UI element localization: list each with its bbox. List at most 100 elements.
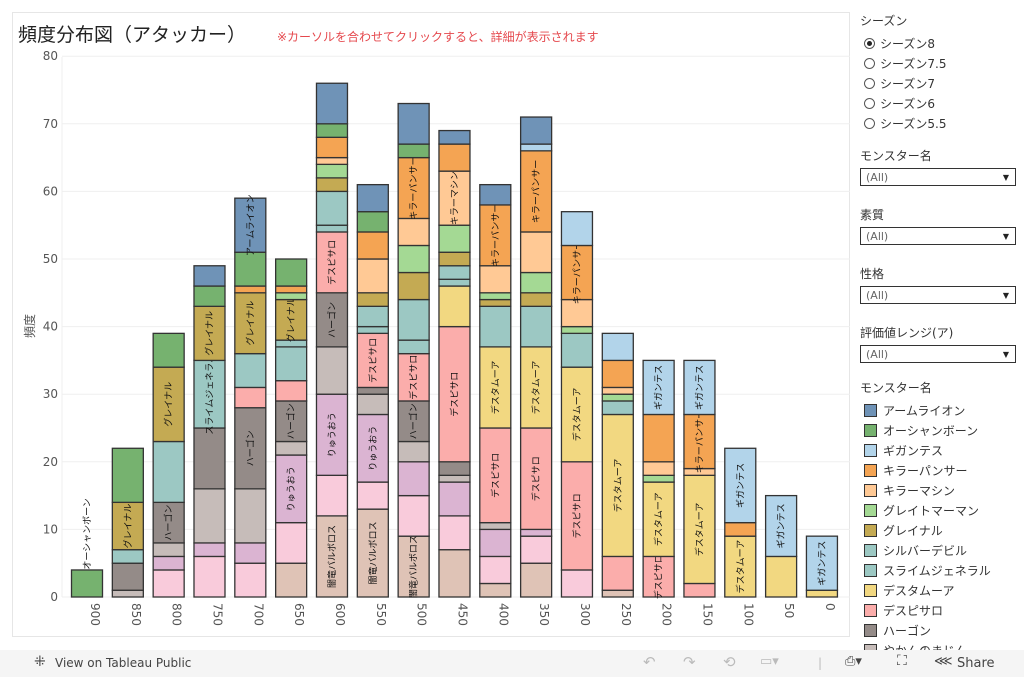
bar-600[interactable]: 闇竜バルボロス りゅうおう ハーゴン デスピサロ [315,82,349,598]
fullscreen-icon[interactable]: ⛶ [897,653,907,669]
legend-item[interactable]: デスタムーア [860,580,1016,600]
bar-segment[interactable] [519,427,553,531]
legend-item[interactable]: ハーゴン [860,620,1016,640]
bar-segment[interactable] [193,285,226,307]
bar-segment[interactable] [193,305,226,362]
bar-segment[interactable] [438,278,471,287]
bar-segment[interactable] [356,332,389,389]
bar-segment[interactable] [479,204,512,267]
bar-segment[interactable] [397,244,430,274]
bar-segment[interactable] [642,474,675,483]
bar-segment[interactable] [234,352,267,389]
bar-700[interactable]: ハーゴン グレイナル アームライオン [234,194,267,598]
bar-segment[interactable] [479,528,512,558]
bar-100[interactable]: デスタムーア ギガンテス [724,447,757,598]
season-option[interactable]: シーズン7 [860,73,1016,93]
bar-segment[interactable] [356,305,389,328]
bar-segment[interactable] [601,332,634,362]
bar-segment[interactable] [70,569,104,598]
share-icon[interactable]: ⋘ [934,654,953,669]
bar-segment[interactable] [438,481,471,517]
bar-segment[interactable] [274,562,308,598]
bar-segment[interactable] [234,488,267,544]
bar-900[interactable]: オーシャンボーン [70,498,104,598]
bar-segment[interactable] [234,251,267,287]
bar-segment[interactable] [315,393,349,476]
bar-segment[interactable] [397,298,430,341]
bar-segment[interactable] [152,440,185,504]
bar-450[interactable]: デスピサロ キラーマシン [438,129,471,598]
bar-segment[interactable] [519,562,553,598]
bar-segment[interactable] [438,474,471,483]
legend-item[interactable]: グレイトマーマン [860,500,1016,520]
bar-segment[interactable] [193,359,226,429]
bar-segment[interactable] [234,542,267,564]
bar-segment[interactable] [560,211,594,247]
bar-segment[interactable] [111,549,144,564]
bar-segment[interactable] [111,447,144,504]
legend-item[interactable]: アームライオン [860,400,1016,420]
bar-segment[interactable] [356,508,389,598]
bar-segment[interactable] [397,400,430,443]
bar-segment[interactable] [193,555,226,598]
bar-segment[interactable] [519,143,553,152]
bar-50[interactable]: ギガンテス [764,494,798,598]
bar-400[interactable]: デスピサロ デスタムーア キラーパンサー [479,183,512,598]
legend-item[interactable]: キラーマシン [860,480,1016,500]
share-button[interactable]: Share [957,656,995,671]
bar-segment[interactable] [519,116,553,145]
filter-dropdown[interactable]: (All) ▼ [860,345,1016,363]
bar-segment[interactable] [642,359,675,416]
bar-segment[interactable] [315,346,349,395]
bar-segment[interactable] [601,393,634,402]
bar-segment[interactable] [274,285,308,294]
bar-segment[interactable] [111,501,144,551]
legend-item[interactable]: グレイナル [860,520,1016,540]
bar-segment[interactable] [683,474,716,585]
bar-segment[interactable] [642,481,675,558]
bar-segment[interactable] [479,265,512,294]
legend-item[interactable]: ギガンテス [860,440,1016,460]
bar-segment[interactable] [642,461,675,476]
bar-segment[interactable] [356,211,389,233]
bar-segment[interactable] [438,224,471,253]
bar-segment[interactable] [438,461,471,476]
bar-segment[interactable] [274,380,308,402]
refresh-icon[interactable]: ▭▾ [760,654,779,669]
bar-segment[interactable] [397,494,430,537]
bar-segment[interactable] [274,440,308,456]
bar-850[interactable]: グレイナル [111,447,144,598]
bar-segment[interactable] [315,136,349,159]
bar-segment[interactable] [601,555,634,591]
bar-segment[interactable] [152,555,185,571]
bar-segment[interactable] [152,542,185,558]
bar-segment[interactable] [438,325,471,463]
bar-segment[interactable] [111,589,144,598]
bar-segment[interactable] [519,231,553,274]
bar-segment[interactable] [438,129,471,145]
radio-button[interactable] [864,37,875,49]
legend-item[interactable]: キラーパンサー [860,460,1016,480]
bar-segment[interactable] [397,156,430,220]
radio-button[interactable] [864,77,875,89]
bar-segment[interactable] [234,562,267,598]
bar-segment[interactable] [274,292,308,301]
bar-segment[interactable] [397,339,430,355]
bar-segment[interactable] [356,258,389,294]
bar-segment[interactable] [601,413,634,558]
bar-segment[interactable] [601,359,634,389]
bar-segment[interactable] [397,440,430,463]
bar-segment[interactable] [274,298,308,341]
bar-segment[interactable] [805,589,839,598]
bar-segment[interactable] [519,346,553,429]
bar-segment[interactable] [519,150,553,233]
bar-segment[interactable] [560,461,594,571]
bar-segment[interactable] [560,298,594,328]
bar-segment[interactable] [315,224,349,233]
bar-segment[interactable] [519,292,553,307]
bar-segment[interactable] [356,231,389,260]
bar-segment[interactable] [274,346,308,382]
legend-item[interactable]: オーシャンボーン [860,420,1016,440]
